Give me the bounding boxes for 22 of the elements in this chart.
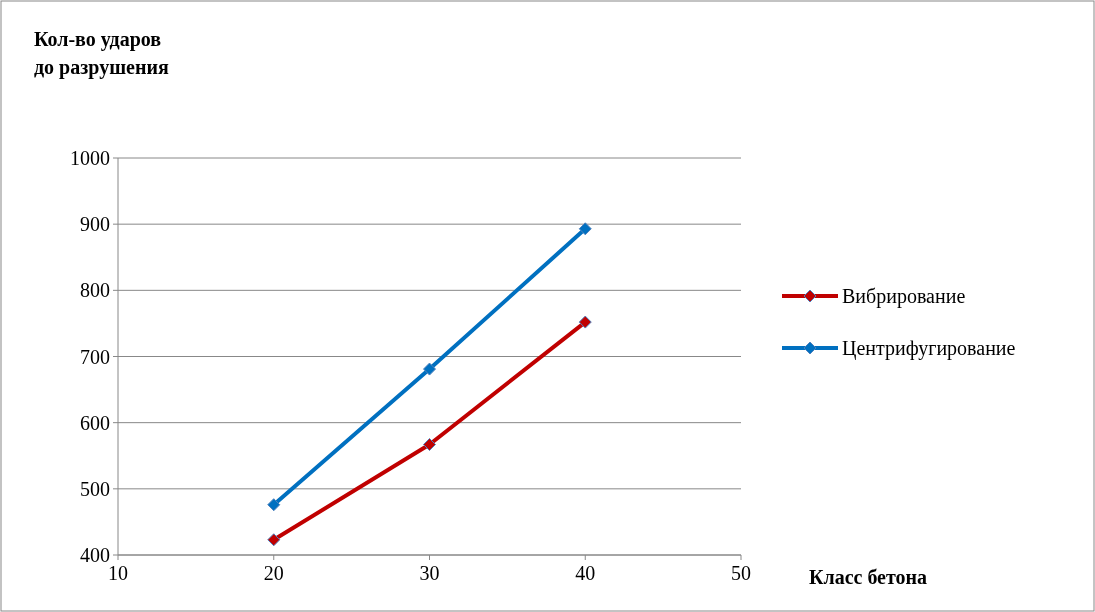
y-tick-label: 400 xyxy=(80,544,110,566)
point xyxy=(578,315,592,329)
x-tick-label: 40 xyxy=(575,562,596,584)
point xyxy=(267,498,281,512)
y-tick-label: 600 xyxy=(80,411,110,434)
legend-label: Вибрирование xyxy=(842,285,966,308)
point xyxy=(423,362,436,376)
y-tick-label: 900 xyxy=(80,213,110,236)
point xyxy=(423,438,436,451)
y-axis-title: Кол-во ударов до разрушения xyxy=(34,28,169,79)
x-tick-label: 20 xyxy=(263,562,284,584)
y-tick-label: 700 xyxy=(80,345,110,368)
x-tick-label: 30 xyxy=(419,562,440,584)
point xyxy=(578,222,592,236)
x-tick-label: 50 xyxy=(731,562,751,584)
y-tick-label: 500 xyxy=(80,477,110,500)
y-tick-label: 800 xyxy=(80,279,110,302)
legend-label: Центрифугирование xyxy=(842,337,1016,360)
x-axis-title: Класс бетона xyxy=(808,566,928,588)
x-tick-label: 10 xyxy=(108,562,128,584)
y-tick-label: 1000 xyxy=(70,147,110,169)
point xyxy=(267,533,281,547)
